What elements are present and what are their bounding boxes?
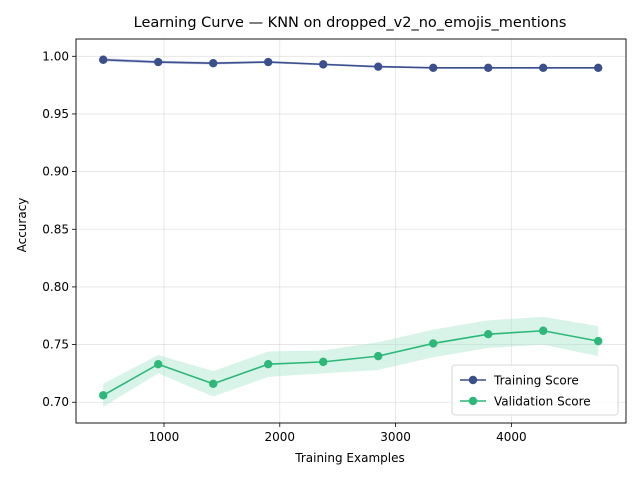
x-tick-label: 2000 xyxy=(265,430,296,444)
training-score-point xyxy=(484,63,493,73)
training-score-line xyxy=(103,58,599,69)
training-score-point xyxy=(594,63,603,73)
validation-score-point xyxy=(209,379,218,388)
training-score-point xyxy=(209,59,218,68)
validation-score-band xyxy=(103,316,599,407)
chart-title: Learning Curve — KNN on dropped_v2_no_em… xyxy=(134,15,567,31)
x-tick-label: 3000 xyxy=(380,430,411,444)
validation-score-point xyxy=(99,391,108,400)
legend-box xyxy=(451,364,619,416)
series-points xyxy=(99,55,603,400)
y-tick-label: 1.00 xyxy=(42,49,69,63)
training-score-point xyxy=(99,55,108,64)
validation-score-point xyxy=(594,336,603,346)
training-score-point xyxy=(429,63,438,73)
y-tick-label: 0.85 xyxy=(42,222,69,236)
validation-score-point xyxy=(539,326,548,335)
legend: Training Score Validation Score xyxy=(451,364,619,416)
y-axis-label: Accuracy xyxy=(15,198,29,253)
training-score-point xyxy=(374,62,383,71)
series-lines xyxy=(102,58,599,397)
y-tick-label: 0.75 xyxy=(42,338,69,352)
validation-score-legend-marker xyxy=(468,396,478,406)
x-tick-label: 4000 xyxy=(496,430,527,444)
y-tick-label: 0.70 xyxy=(42,395,69,409)
validation-score-line xyxy=(102,329,599,397)
validation-score-point xyxy=(429,339,438,348)
y-tick-label: 0.80 xyxy=(42,280,69,294)
training-score-point xyxy=(319,60,328,69)
training-score-point xyxy=(264,57,273,67)
x-axis-label: Training Examples xyxy=(294,451,404,465)
validation-score-point xyxy=(484,330,493,339)
validation-score-point xyxy=(264,359,273,369)
training-score-point xyxy=(539,63,548,73)
validation-score-point xyxy=(374,351,383,361)
validation-score-legend-label: Validation Score xyxy=(494,395,591,409)
training-score-point xyxy=(154,57,163,67)
validation-score-point xyxy=(154,359,163,369)
x-axis-ticks: 1000 2000 3000 4000 xyxy=(149,423,527,444)
grid xyxy=(76,39,626,423)
training-score-legend-marker xyxy=(468,375,478,385)
y-tick-label: 0.90 xyxy=(42,165,69,179)
x-tick-label: 1000 xyxy=(149,430,180,444)
y-axis-ticks: 0.70 0.75 0.80 0.85 0.90 0.95 1.00 xyxy=(42,49,76,409)
validation-score-point xyxy=(319,357,328,367)
training-score-legend-label: Training Score xyxy=(493,374,579,388)
plot-area-frame xyxy=(75,38,627,424)
y-tick-label: 0.95 xyxy=(42,107,69,121)
